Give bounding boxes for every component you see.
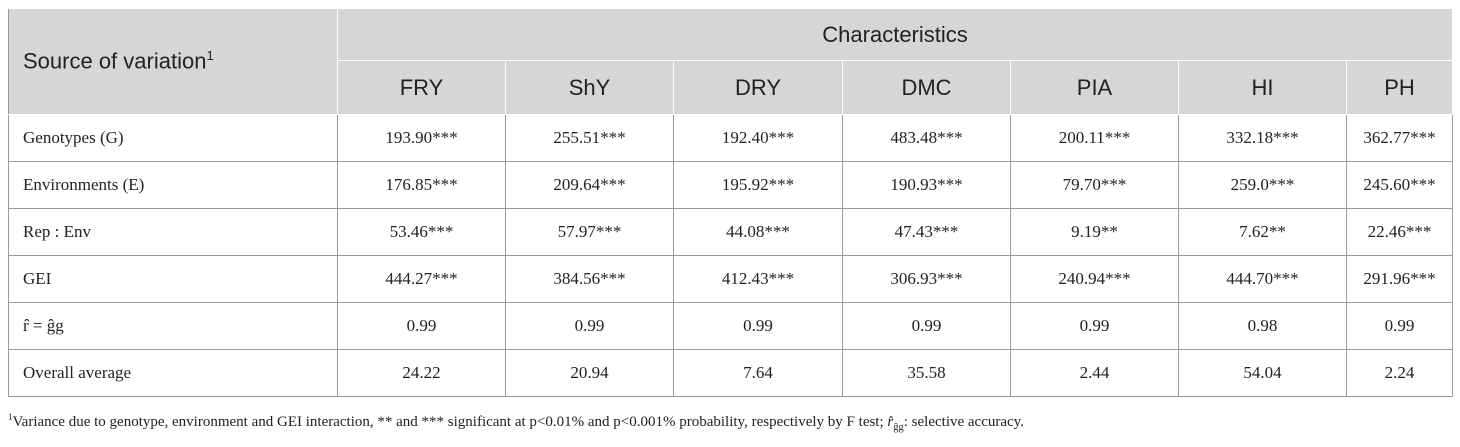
footnote-marker: 1 bbox=[206, 48, 214, 64]
header-row: Source of variation1 Characteristics bbox=[8, 8, 1454, 115]
cell: 444.27*** bbox=[337, 255, 506, 303]
footnote-marker: 1 bbox=[8, 412, 13, 422]
cell: 483.48*** bbox=[842, 114, 1011, 162]
column-header-row: FRY ShY DRY DMC PIA HI PH bbox=[9, 60, 1454, 115]
table-container: Source of variation1 Characteristics FRY… bbox=[8, 8, 1454, 397]
cell: 291.96*** bbox=[1345, 255, 1454, 303]
cell: 0.99 bbox=[842, 302, 1011, 350]
cell: 384.56*** bbox=[505, 255, 674, 303]
cell: 24.22 bbox=[337, 349, 506, 397]
cell: 0.99 bbox=[505, 302, 674, 350]
cell: 79.70*** bbox=[1010, 161, 1179, 209]
footnote-symbol: r̂ bbox=[887, 414, 894, 430]
cell: 53.46*** bbox=[337, 208, 506, 256]
table-row: Overall average 24.22 20.94 7.64 35.58 2.44 54… bbox=[8, 349, 1454, 397]
cell: 332.18*** bbox=[1178, 114, 1347, 162]
cell: 54.04 bbox=[1178, 349, 1347, 397]
table-body: Genotypes (G) 193.90*** 255.51*** 192.40***… bbox=[8, 114, 1454, 397]
cell: 7.64 bbox=[673, 349, 843, 397]
cell: 0.99 bbox=[337, 302, 506, 350]
cell: 200.11*** bbox=[1010, 114, 1179, 162]
cell: 190.93*** bbox=[842, 161, 1011, 209]
cell: 0.98 bbox=[1178, 302, 1347, 350]
row-label: Overall average bbox=[8, 349, 338, 397]
cell: 362.77*** bbox=[1345, 114, 1454, 162]
cell: 193.90*** bbox=[337, 114, 506, 162]
data-table: Source of variation1 Characteristics FRY… bbox=[8, 8, 1454, 397]
cell: 7.62** bbox=[1178, 208, 1347, 256]
footnote-symbol-sub: ĝg bbox=[893, 422, 904, 433]
cell: 22.46*** bbox=[1345, 208, 1454, 256]
column-header: PH bbox=[1345, 60, 1454, 115]
cell: 9.19** bbox=[1010, 208, 1179, 256]
column-header: FRY bbox=[337, 60, 506, 115]
cell: 57.97*** bbox=[505, 208, 674, 256]
cell: 44.08*** bbox=[673, 208, 843, 256]
cell: 35.58 bbox=[842, 349, 1011, 397]
cell: 0.99 bbox=[1345, 302, 1454, 350]
column-header: DRY bbox=[673, 60, 843, 115]
table-row: Environments (E) 176.85*** 209.64*** 195.92… bbox=[8, 161, 1454, 209]
column-header: ShY bbox=[505, 60, 674, 115]
row-label: Rep : Env bbox=[8, 208, 338, 256]
row-label: Genotypes (G) bbox=[8, 114, 338, 162]
cell: 2.44 bbox=[1010, 349, 1179, 397]
footnote-text: Variance due to genotype, environment an… bbox=[12, 414, 888, 430]
cell: 0.99 bbox=[1010, 302, 1179, 350]
column-header: HI bbox=[1178, 60, 1347, 115]
cell: 192.40*** bbox=[673, 114, 843, 162]
cell: 0.99 bbox=[673, 302, 843, 350]
column-header: DMC bbox=[842, 60, 1011, 115]
cell: 240.94*** bbox=[1010, 255, 1179, 303]
column-header: PIA bbox=[1010, 60, 1179, 115]
row-header-text: Source of variation bbox=[23, 48, 207, 74]
table-row: Rep : Env 53.46*** 57.97*** 44.08*** 47.43**… bbox=[8, 208, 1454, 256]
cell: 259.0*** bbox=[1178, 161, 1347, 209]
row-label: r̂ = ĝg bbox=[8, 302, 338, 350]
cell: 209.64*** bbox=[505, 161, 674, 209]
group-header: Characteristics bbox=[336, 8, 1454, 61]
row-label: GEI bbox=[8, 255, 338, 303]
cell: 47.43*** bbox=[842, 208, 1011, 256]
footnote-tail: : selective accuracy. bbox=[903, 414, 1024, 430]
footnote: 1Variance due to genotype, environment a… bbox=[8, 412, 1024, 433]
row-label: Environments (E) bbox=[8, 161, 338, 209]
table-row: GEI 444.27*** 384.56*** 412.43*** 306.93*** 2… bbox=[8, 255, 1454, 303]
cell: 306.93*** bbox=[842, 255, 1011, 303]
cell: 444.70*** bbox=[1178, 255, 1347, 303]
table-row: r̂ = ĝg 0.99 0.99 0.99 0.99 0.99 0.98 0.99 bbox=[8, 302, 1454, 350]
cell: 195.92*** bbox=[673, 161, 843, 209]
cell: 2.24 bbox=[1345, 349, 1454, 397]
cell: 245.60*** bbox=[1345, 161, 1454, 209]
cell: 255.51*** bbox=[505, 114, 674, 162]
cell: 412.43*** bbox=[673, 255, 843, 303]
cell: 20.94 bbox=[505, 349, 674, 397]
table-row: Genotypes (G) 193.90*** 255.51*** 192.40***… bbox=[8, 114, 1454, 162]
row-header: Source of variation1 bbox=[8, 8, 338, 115]
cell: 176.85*** bbox=[337, 161, 506, 209]
